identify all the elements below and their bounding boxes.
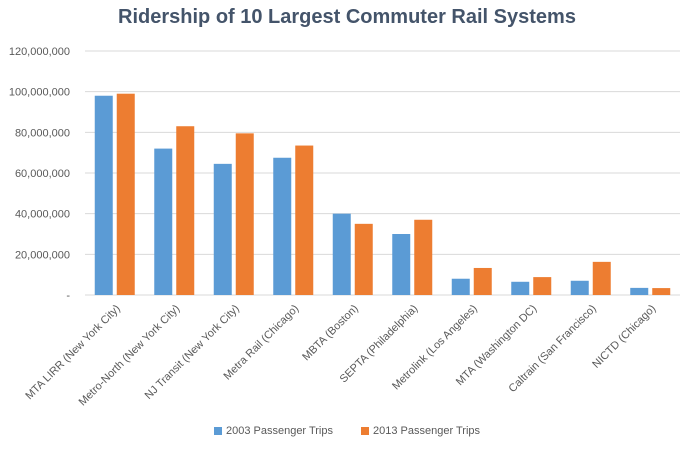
y-axis-ticks: - 20,000,000 40,000,000 60,000,000 80,000,00…: [9, 46, 71, 302]
bars: [94, 93, 671, 295]
bar-2013: [354, 223, 373, 295]
y-tick-label: 80,000,000: [15, 127, 70, 139]
bar-2013: [176, 126, 195, 295]
legend: 2003 Passenger Trips 2013 Passenger Trip…: [0, 425, 694, 437]
y-tick-label: 40,000,000: [15, 209, 70, 221]
bar-2013: [116, 93, 135, 295]
gridlines: [85, 50, 680, 296]
bar-2013: [295, 145, 314, 295]
x-tick-label: MTA LIRR (New York City): [23, 303, 123, 403]
bar-2013: [592, 261, 611, 295]
bar-2003: [332, 213, 351, 295]
bar-2003: [273, 157, 292, 295]
y-tick-label: -: [66, 290, 70, 302]
x-tick-label: Metro-North (New York City): [77, 303, 183, 409]
x-tick-label: NICTD (Chicago): [590, 303, 658, 371]
legend-item-2003: 2003 Passenger Trips: [213, 425, 333, 437]
bar-2003: [213, 163, 232, 295]
bar-2003: [392, 234, 411, 295]
legend-label-2003: 2003 Passenger Trips: [225, 425, 333, 437]
bar-2013: [473, 267, 492, 295]
bar-2003: [94, 95, 113, 295]
x-axis-ticks: MTA LIRR (New York City)Metro-North (New…: [23, 303, 658, 409]
chart-title: Ridership of 10 Largest Commuter Rail Sy…: [118, 6, 576, 28]
bar-2003: [511, 281, 530, 295]
bar-2003: [154, 148, 173, 295]
y-tick-label: 60,000,000: [15, 168, 70, 180]
legend-item-2013: 2013 Passenger Trips: [361, 425, 480, 437]
bar-2003: [630, 287, 649, 295]
legend-swatch-2013: [361, 427, 369, 435]
legend-label-2013: 2013 Passenger Trips: [373, 425, 481, 437]
bar-2003: [451, 278, 470, 295]
bar-2013: [652, 288, 671, 295]
x-tick-label: MBTA (Boston): [300, 303, 361, 364]
bar-2013: [414, 219, 433, 295]
y-tick-label: 120,000,000: [9, 46, 70, 58]
y-tick-label: 100,000,000: [9, 87, 70, 99]
y-tick-label: 20,000,000: [15, 249, 70, 261]
x-tick-label: NJ Transit (New York City): [143, 303, 242, 402]
legend-swatch-2003: [213, 427, 222, 435]
bar-2013: [235, 133, 254, 295]
bar-2013: [533, 277, 552, 295]
bar-2003: [570, 280, 589, 295]
